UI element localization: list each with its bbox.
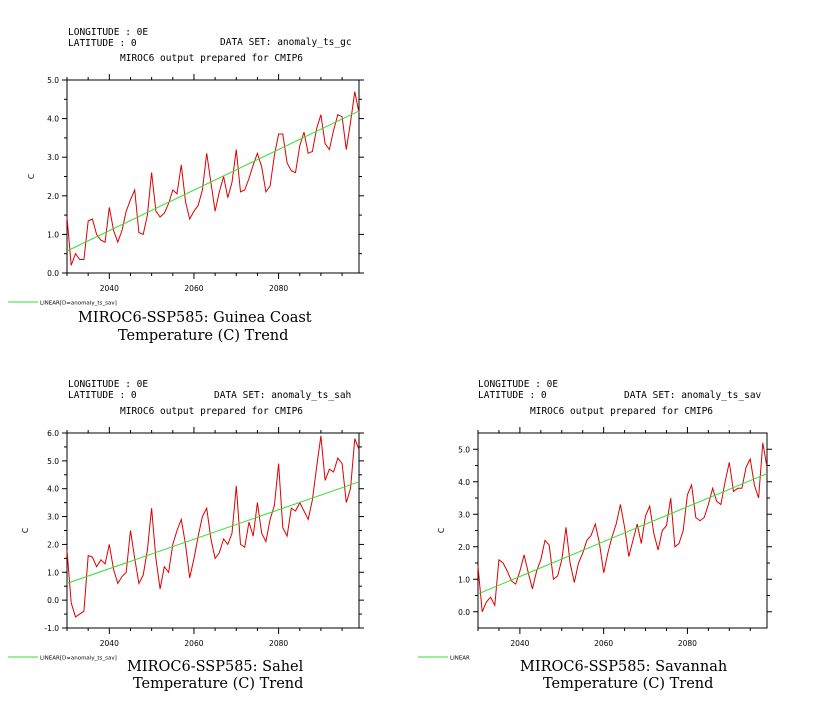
- trend-line: [66, 110, 360, 252]
- y-tick-label: 0.0: [47, 596, 59, 605]
- dataset-label: DATA SET: anomaly_ts_sav: [624, 390, 762, 401]
- chart-title-line2: Temperature (C) Trend: [543, 676, 714, 692]
- y-tick-label: 1.0: [458, 575, 470, 584]
- trend-line: [477, 473, 768, 595]
- y-tick-label: 3.0: [47, 153, 59, 162]
- plot-frame: [66, 79, 360, 274]
- y-tick-label: 1.0: [47, 230, 59, 239]
- y-tick-label: 5.0: [458, 445, 470, 454]
- longitude-label: LONGITUDE : 0E: [478, 379, 559, 390]
- plot-frame: [477, 432, 768, 629]
- y-tick-label: 1.0: [47, 568, 59, 577]
- y-tick-label: 5.0: [47, 457, 59, 466]
- x-tick-label: 2080: [269, 284, 288, 293]
- chart-title-line1: MIROC6-SSP585: Guinea Coast: [78, 310, 312, 326]
- chart-title-line2: Temperature (C) Trend: [133, 676, 304, 692]
- y-tick-label: 2.0: [47, 192, 59, 201]
- plot-frame: [66, 432, 360, 629]
- y-tick-label: 4.0: [47, 485, 59, 494]
- y-axis-label: C: [27, 174, 36, 179]
- y-tick-label: 4.0: [458, 478, 470, 487]
- data-line: [477, 442, 768, 612]
- chart-subtitle: MIROC6 output prepared for CMIP6: [530, 406, 714, 417]
- dataset-label: DATA SET: anomaly_ts_gc: [220, 37, 352, 48]
- chart-title-line1: MIROC6-SSP585: Savannah: [520, 659, 728, 675]
- x-tick-label: 2060: [184, 284, 203, 293]
- data-line: [66, 91, 360, 266]
- y-tick-label: 0.0: [458, 608, 470, 617]
- y-tick-label: 3.0: [458, 510, 470, 519]
- latitude-label: LATITUDE : 0: [68, 390, 137, 401]
- chart-subtitle: MIROC6 output prepared for CMIP6: [120, 53, 304, 64]
- chart-title-line1: MIROC6-SSP585: Sahel: [127, 659, 304, 675]
- y-tick-label: 5.0: [47, 76, 59, 85]
- y-tick-label: 3.0: [47, 513, 59, 522]
- latitude-label: LATITUDE : 0: [478, 390, 547, 401]
- y-tick-label: -1.0: [44, 624, 59, 633]
- latitude-label: LATITUDE : 0: [68, 38, 137, 49]
- x-tick-label: 2040: [100, 284, 119, 293]
- longitude-label: LONGITUDE : 0E: [68, 379, 149, 390]
- x-tick-label: 2060: [184, 639, 203, 648]
- y-axis-label: C: [437, 528, 446, 533]
- x-tick-label: 2080: [269, 639, 288, 648]
- data-line: [66, 435, 360, 618]
- legend-label: LINEAR[D=anomaly_ts_sav]: [40, 301, 117, 307]
- chart-subtitle: MIROC6 output prepared for CMIP6: [120, 406, 304, 417]
- x-tick-label: 2040: [510, 639, 529, 648]
- y-axis-label: C: [21, 528, 30, 533]
- chart-title-line2: Temperature (C) Trend: [118, 328, 289, 344]
- legend-label: LINEAR[D=anomaly_ts_sav]: [40, 656, 117, 662]
- x-tick-label: 2080: [678, 639, 697, 648]
- y-tick-label: 2.0: [458, 543, 470, 552]
- y-tick-label: 4.0: [47, 115, 59, 124]
- y-tick-label: 0.0: [47, 269, 59, 278]
- y-tick-label: 2.0: [47, 540, 59, 549]
- dataset-label: DATA SET: anomaly_ts_sah: [214, 390, 352, 401]
- legend-label: LINEAR: [450, 656, 470, 662]
- x-tick-label: 2040: [100, 639, 119, 648]
- y-tick-label: 6.0: [47, 429, 59, 438]
- trend-line: [66, 481, 360, 584]
- x-tick-label: 2060: [594, 639, 613, 648]
- longitude-label: LONGITUDE : 0E: [68, 27, 149, 38]
